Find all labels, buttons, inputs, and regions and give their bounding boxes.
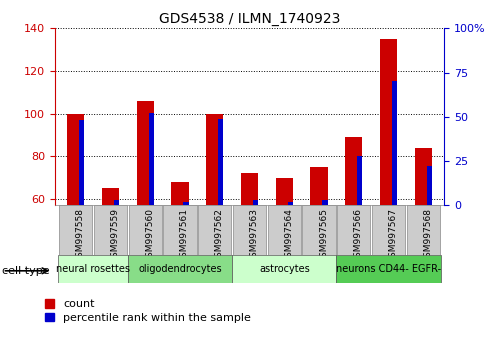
Bar [184, 202, 189, 205]
FancyBboxPatch shape [163, 205, 197, 255]
Bar [171, 182, 189, 205]
Bar [427, 166, 432, 205]
FancyBboxPatch shape [407, 205, 440, 255]
Bar [67, 114, 84, 205]
Text: astrocytes: astrocytes [259, 264, 309, 274]
FancyBboxPatch shape [232, 255, 336, 283]
Bar [206, 114, 224, 205]
FancyBboxPatch shape [372, 205, 405, 255]
Bar [149, 113, 154, 205]
Bar [79, 120, 84, 205]
Text: neurons CD44- EGFR-: neurons CD44- EGFR- [336, 264, 441, 274]
Bar [345, 137, 362, 205]
Bar [218, 119, 224, 205]
FancyBboxPatch shape [233, 205, 266, 255]
Bar [114, 200, 119, 205]
FancyBboxPatch shape [59, 205, 92, 255]
Legend: count, percentile rank within the sample: count, percentile rank within the sample [45, 299, 251, 323]
Bar [241, 173, 258, 205]
Bar [310, 167, 328, 205]
Text: cell type: cell type [2, 266, 50, 276]
Text: GSM997562: GSM997562 [215, 208, 224, 263]
FancyBboxPatch shape [198, 205, 232, 255]
FancyBboxPatch shape [336, 255, 441, 283]
FancyBboxPatch shape [128, 255, 232, 283]
Text: GSM997565: GSM997565 [319, 208, 328, 263]
FancyBboxPatch shape [267, 205, 301, 255]
Text: GSM997560: GSM997560 [145, 208, 154, 263]
Bar [102, 188, 119, 205]
Text: GSM997558: GSM997558 [76, 208, 85, 263]
FancyBboxPatch shape [337, 205, 370, 255]
FancyBboxPatch shape [58, 255, 128, 283]
Text: GSM997563: GSM997563 [250, 208, 258, 263]
Bar [322, 200, 328, 205]
Title: GDS4538 / ILMN_1740923: GDS4538 / ILMN_1740923 [159, 12, 340, 26]
FancyBboxPatch shape [94, 205, 127, 255]
Text: neural rosettes: neural rosettes [56, 264, 130, 274]
Text: GSM997566: GSM997566 [354, 208, 363, 263]
FancyBboxPatch shape [129, 205, 162, 255]
Bar [275, 178, 293, 205]
Bar [415, 148, 432, 205]
Text: GSM997567: GSM997567 [389, 208, 398, 263]
Bar [380, 39, 397, 205]
FancyBboxPatch shape [302, 205, 336, 255]
Bar [392, 81, 397, 205]
Bar [253, 200, 258, 205]
Bar [137, 101, 154, 205]
Text: GSM997559: GSM997559 [110, 208, 119, 263]
Bar [357, 156, 362, 205]
Text: GSM997561: GSM997561 [180, 208, 189, 263]
Text: GSM997564: GSM997564 [284, 208, 293, 263]
Text: GSM997568: GSM997568 [423, 208, 432, 263]
Bar [288, 202, 293, 205]
Text: oligodendrocytes: oligodendrocytes [138, 264, 222, 274]
